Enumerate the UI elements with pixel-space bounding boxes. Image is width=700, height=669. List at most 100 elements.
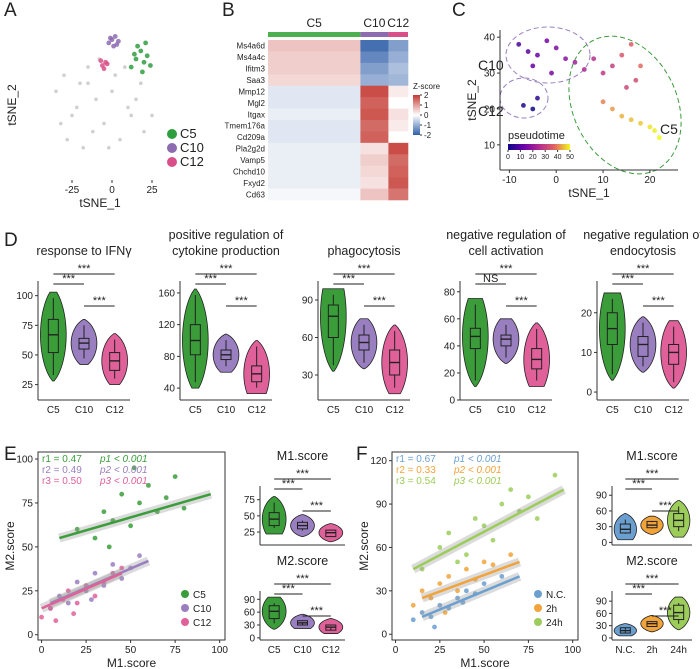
stat-label: r3 = 0.50 <box>42 476 82 487</box>
point <box>619 113 625 119</box>
stat-label: r1 = 0.47 <box>42 454 82 465</box>
gene-label: Ms4a4c <box>237 53 265 62</box>
y-tick-label: 80 <box>164 352 176 363</box>
y-tick-label: 60 <box>444 314 456 325</box>
x-tick-label: C12 <box>385 405 404 416</box>
point <box>101 66 107 72</box>
significance-label: *** <box>646 468 660 480</box>
point <box>490 562 496 568</box>
point <box>490 537 496 543</box>
chart-title: negative regulation of <box>446 228 566 242</box>
point <box>181 505 187 511</box>
legend-marker <box>167 157 177 167</box>
y-tick-label: 25 <box>22 586 34 597</box>
violin <box>320 288 347 372</box>
heatmap-cell <box>360 40 389 52</box>
stat-label: p3 < 0.001 <box>453 476 502 487</box>
heatmap-cell <box>268 97 361 109</box>
point <box>139 81 143 86</box>
point <box>534 516 540 521</box>
point <box>472 516 478 521</box>
point <box>146 482 151 488</box>
heatmap-cell <box>388 142 409 155</box>
point <box>437 581 443 586</box>
point <box>89 597 94 602</box>
fit-line <box>41 572 123 610</box>
y-tick-label: 60 <box>244 608 256 619</box>
heatmap-cell <box>360 51 389 64</box>
point <box>94 97 98 102</box>
heatmap-cell <box>268 120 361 132</box>
y-tick-label: 60 <box>302 333 314 344</box>
point <box>499 501 505 507</box>
point <box>101 583 107 588</box>
heatmap-cell <box>360 74 389 87</box>
cluster-label: C12 <box>478 103 504 119</box>
colorbar-tick-label: 0 <box>424 111 429 120</box>
point <box>163 495 169 501</box>
point <box>535 95 540 101</box>
y-tick-label: 90 <box>596 597 608 608</box>
point <box>455 595 460 601</box>
x-tick-label: 0 <box>393 645 399 656</box>
point <box>437 545 443 550</box>
y-axis-label: M2.score <box>3 521 17 571</box>
point <box>508 552 514 558</box>
box <box>619 523 631 534</box>
heatmap-cell <box>388 188 409 201</box>
point <box>108 35 113 41</box>
significance-label: *** <box>659 605 673 617</box>
legend-marker <box>534 604 542 612</box>
y-tick-label: 0 <box>586 388 592 399</box>
heatmap-cell <box>360 62 389 75</box>
violin <box>381 324 408 395</box>
significance-label: *** <box>310 605 324 617</box>
x-axis-label: tSNE_1 <box>79 196 121 210</box>
violin <box>182 288 209 389</box>
point <box>110 89 114 94</box>
point <box>102 121 106 126</box>
point <box>135 43 141 49</box>
point <box>92 593 98 599</box>
point <box>446 573 452 579</box>
legend-marker <box>181 618 189 626</box>
significance-label: *** <box>646 573 660 585</box>
plot-frame <box>391 451 579 641</box>
violin <box>660 320 687 389</box>
x-tick-label: C12 <box>527 405 546 416</box>
panel-label: B <box>222 0 235 21</box>
legend-marker <box>167 143 177 153</box>
stat-label: p1 < 0.001 <box>453 454 502 465</box>
gene-label: Mmp12 <box>238 87 265 96</box>
y-tick-label: 30 <box>596 522 608 533</box>
violin <box>70 318 98 365</box>
panel-label: F <box>356 444 368 465</box>
point <box>106 40 112 46</box>
legend-marker <box>167 129 177 139</box>
legend-label: 24h <box>546 618 563 629</box>
group-label: C10 <box>363 16 385 30</box>
colorbar-tick-label: 10 <box>517 154 525 161</box>
box <box>668 343 680 365</box>
colorbar-title: pseudotime <box>508 130 565 142</box>
colorbar <box>508 144 570 150</box>
y-tick-label: 75 <box>22 321 34 332</box>
violin <box>350 318 378 370</box>
y-tick-label: 160 <box>158 288 175 299</box>
stat-label: p3 < 0.001 <box>99 476 148 487</box>
point <box>410 617 416 623</box>
cluster-outline <box>505 26 591 84</box>
stat-label: p2 < 0.001 <box>99 465 148 476</box>
panel-label: D <box>4 230 18 251</box>
x-tick-label: 10 <box>597 175 609 186</box>
gene-label: Pla2g2d <box>236 145 265 154</box>
point <box>65 137 69 142</box>
legend-label: C5 <box>180 126 197 141</box>
significance-label: *** <box>515 295 529 307</box>
heatmap-cell <box>268 188 361 201</box>
point <box>572 59 578 65</box>
colorbar-tick-label: -2 <box>424 131 432 140</box>
y-tick-label: 30 <box>596 621 608 632</box>
point <box>464 566 469 572</box>
violin <box>667 500 691 538</box>
